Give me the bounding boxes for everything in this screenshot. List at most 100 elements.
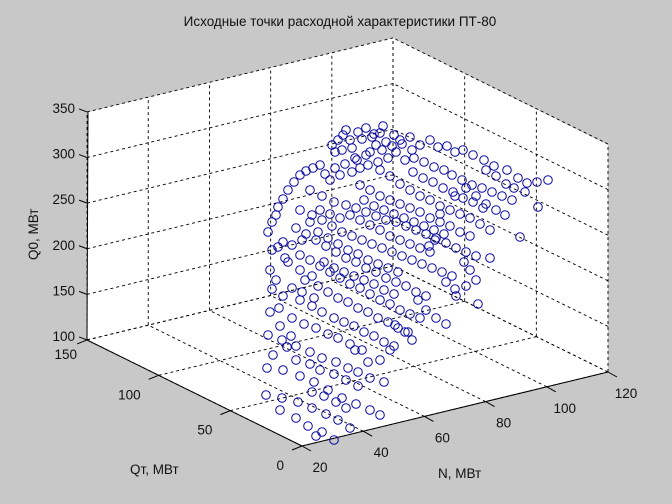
data-point	[415, 243, 425, 253]
data-point	[323, 329, 333, 339]
data-point	[275, 405, 285, 415]
data-point	[333, 239, 343, 249]
data-point	[403, 327, 413, 337]
data-point	[317, 353, 327, 363]
data-point	[407, 145, 417, 155]
data-point	[330, 163, 340, 173]
data-point	[393, 267, 403, 277]
data-point	[345, 210, 355, 220]
data-point	[305, 217, 315, 227]
data-point	[389, 289, 399, 299]
data-point	[261, 390, 271, 400]
data-point	[375, 410, 385, 420]
data-point	[350, 153, 360, 163]
data-point	[447, 271, 457, 281]
data-point	[363, 357, 373, 367]
data-point	[381, 273, 391, 283]
data-point	[353, 367, 363, 377]
data-point	[277, 335, 287, 345]
data-point	[405, 239, 415, 249]
data-point	[501, 179, 511, 189]
data-point	[395, 235, 405, 245]
data-point	[295, 170, 305, 180]
data-point	[385, 231, 395, 241]
data-point	[295, 371, 305, 381]
data-point	[451, 243, 461, 253]
data-point	[307, 387, 317, 397]
data-point	[389, 130, 399, 140]
data-point	[522, 178, 532, 188]
data-point	[289, 177, 299, 187]
data-point	[421, 305, 431, 315]
data-point	[357, 345, 367, 355]
data-point	[323, 287, 333, 297]
data-point	[450, 284, 460, 294]
plot-box	[87, 38, 608, 446]
x-tick-label: 20	[312, 460, 327, 475]
data-point	[295, 205, 305, 215]
data-point	[407, 335, 417, 345]
data-point	[395, 179, 405, 189]
data-point	[343, 245, 353, 255]
data-point	[291, 223, 301, 233]
data-point	[317, 191, 327, 201]
z-tick-label: 100	[53, 329, 76, 344]
data-point	[415, 313, 425, 323]
data-point	[445, 221, 455, 231]
data-point	[295, 265, 305, 275]
data-point	[315, 205, 325, 215]
data-point	[445, 205, 455, 215]
data-point	[435, 209, 445, 219]
data-point	[439, 165, 449, 175]
data-point	[271, 210, 281, 220]
data-point	[475, 219, 485, 229]
data-point	[262, 363, 272, 373]
data-point	[397, 251, 407, 261]
data-point	[359, 327, 369, 337]
data-point	[361, 207, 371, 217]
data-point	[267, 245, 277, 255]
data-point	[468, 197, 478, 207]
data-point	[471, 275, 481, 285]
data-point	[429, 162, 439, 172]
z-axis-label: Q0, МВт	[26, 209, 41, 261]
data-point	[267, 217, 277, 227]
data-point	[435, 201, 445, 211]
data-point	[353, 381, 363, 391]
data-point	[363, 307, 373, 317]
data-point	[263, 227, 273, 237]
x-tick-label: 40	[374, 445, 389, 460]
data-point	[307, 210, 317, 220]
data-point	[283, 185, 293, 195]
data-point	[448, 187, 458, 197]
data-point	[442, 141, 452, 151]
data-point	[291, 413, 301, 423]
data-point	[471, 251, 481, 261]
x-tick-label: 80	[496, 416, 511, 431]
data-point	[428, 177, 438, 187]
z-tick-label: 300	[53, 147, 76, 162]
data-point	[305, 185, 315, 195]
data-point	[491, 205, 501, 215]
data-point	[369, 279, 379, 289]
data-point	[502, 165, 512, 175]
data-point	[387, 141, 397, 151]
data-point	[357, 134, 367, 144]
data-point	[299, 319, 309, 329]
data-point	[297, 287, 307, 297]
data-point	[305, 255, 315, 265]
data-point	[467, 180, 477, 190]
data-point	[371, 140, 381, 150]
data-point	[468, 150, 478, 160]
data-point	[341, 125, 351, 135]
data-point	[377, 145, 387, 155]
data-point	[515, 232, 525, 242]
data-point	[465, 231, 475, 241]
data-point	[361, 150, 371, 160]
data-point	[365, 405, 375, 415]
data-point	[429, 225, 439, 235]
data-point	[419, 221, 429, 231]
data-point	[367, 239, 377, 249]
data-point	[363, 160, 373, 170]
